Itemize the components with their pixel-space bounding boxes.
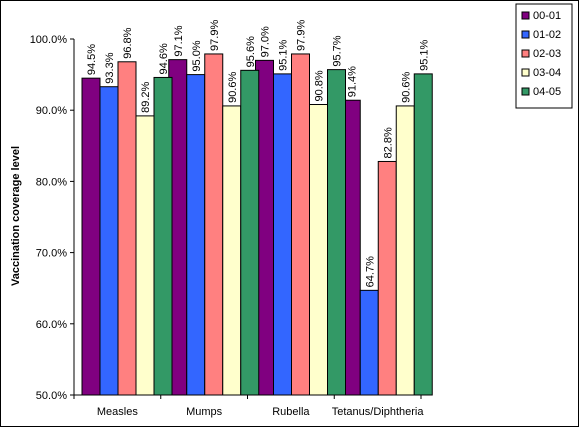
legend-label: 02-03 bbox=[533, 48, 561, 60]
data-label: 97.1% bbox=[173, 25, 185, 56]
data-label: 91.4% bbox=[346, 66, 358, 97]
y-tick-label: 80.0% bbox=[36, 176, 67, 188]
data-label: 95.6% bbox=[245, 36, 257, 67]
y-tick-label: 70.0% bbox=[36, 248, 67, 260]
legend-swatch bbox=[521, 68, 530, 77]
y-tick-label: 90.0% bbox=[36, 105, 67, 117]
data-label: 82.8% bbox=[382, 127, 394, 158]
bar-03-04-measles bbox=[135, 115, 155, 396]
legend-swatch bbox=[521, 11, 530, 20]
data-label: 93.3% bbox=[104, 52, 116, 83]
bar-00-01-measles bbox=[81, 77, 101, 396]
data-label: 89.2% bbox=[140, 81, 152, 112]
legend-swatch bbox=[521, 30, 530, 39]
bar-02-03-measles bbox=[117, 61, 137, 396]
data-label: 90.6% bbox=[400, 72, 412, 103]
data-label: 95.1% bbox=[418, 39, 430, 70]
data-label: 95.0% bbox=[191, 40, 203, 71]
legend-swatch bbox=[521, 49, 530, 58]
data-label: 64.7% bbox=[364, 256, 376, 287]
data-label: 90.6% bbox=[227, 72, 239, 103]
data-label: 97.9% bbox=[209, 20, 221, 51]
y-tick-label: 50.0% bbox=[36, 390, 67, 402]
data-label: 97.9% bbox=[296, 20, 308, 51]
legend-label: 00-01 bbox=[533, 10, 561, 22]
bar-04-05-mumps bbox=[240, 69, 260, 396]
data-label: 94.6% bbox=[158, 43, 170, 74]
y-tick-label: 100.0% bbox=[30, 34, 68, 46]
bar-02-03-rubella bbox=[291, 53, 310, 396]
y-axis-title: Vaccination coverage level bbox=[10, 146, 22, 286]
y-tick-label: 60.0% bbox=[36, 319, 67, 331]
legend-label: 04-05 bbox=[533, 86, 561, 98]
data-label: 96.8% bbox=[122, 27, 134, 58]
x-category-label: Measles bbox=[97, 406, 138, 418]
data-labels-group: 94.5% 97.1% 97.0% 91.4% 93.3% 95.0% 95.1% 64.7%… bbox=[86, 20, 430, 288]
legend-swatch bbox=[521, 87, 530, 96]
legend-label: 03-04 bbox=[533, 67, 561, 79]
data-label: 95.7% bbox=[332, 35, 344, 66]
legend: 00-01 01-02 02-03 03-04 04-05 bbox=[515, 3, 573, 109]
bar-02-03-tetanus-diphtheria bbox=[377, 160, 397, 396]
bar-01-02-measles bbox=[99, 86, 119, 396]
x-category-label: Rubella bbox=[272, 406, 310, 418]
bar-01-02-mumps bbox=[186, 74, 206, 396]
legend-label: 01-02 bbox=[533, 29, 561, 41]
bar-03-04-mumps bbox=[222, 105, 242, 396]
data-label: 95.1% bbox=[278, 39, 290, 70]
bar-01-02-tetanus-diphtheria bbox=[359, 289, 379, 396]
axes-group: 50.0% 60.0% 70.0% 80.0% 90.0% 100.0% Measles Mu… bbox=[30, 34, 425, 418]
bars-group bbox=[81, 53, 433, 396]
bar-04-05-tetanus-diphtheria bbox=[413, 73, 433, 396]
data-label: 97.0% bbox=[260, 26, 272, 57]
x-category-label: Tetanus/Diphtheria bbox=[332, 406, 425, 418]
bar-04-05-measles bbox=[153, 76, 173, 396]
data-label: 94.5% bbox=[86, 44, 98, 75]
bar-01-02-rubella bbox=[273, 73, 292, 396]
bar-03-04-rubella bbox=[309, 104, 328, 396]
x-category-label: Mumps bbox=[186, 406, 223, 418]
bar-03-04-tetanus-diphtheria bbox=[395, 105, 415, 396]
bar-02-03-mumps bbox=[204, 53, 224, 396]
data-label: 90.8% bbox=[314, 70, 326, 101]
bar-04-05-rubella bbox=[327, 69, 346, 396]
